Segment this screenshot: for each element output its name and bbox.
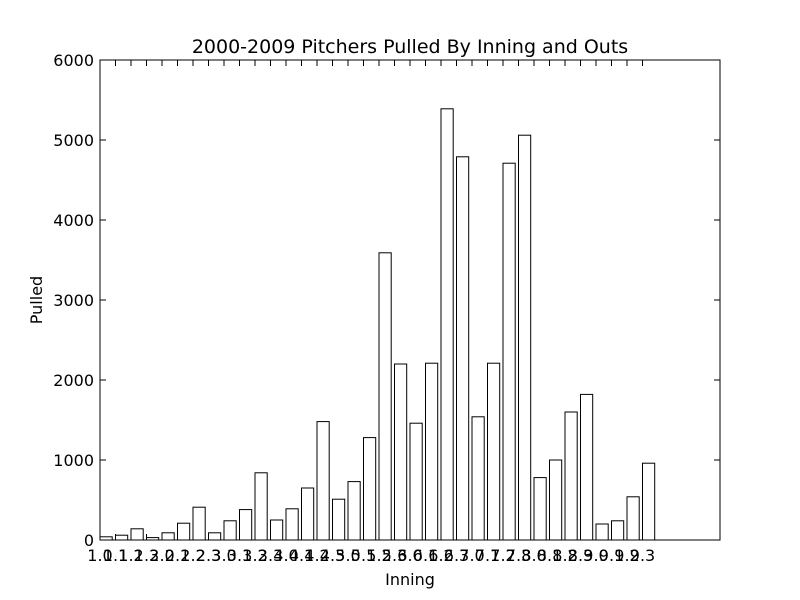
bar-3.2	[254, 472, 268, 541]
x-tick-label: 7.1	[475, 546, 500, 565]
x-tick-label: 3.2	[242, 546, 267, 565]
x-tick-label: 9.3	[630, 546, 655, 565]
x-tick-label: 6.0	[397, 546, 422, 565]
bar-2.3	[208, 532, 222, 541]
x-tick-label: 4.1	[289, 546, 314, 565]
bar-7.2	[502, 162, 516, 541]
x-tick-label: 3.1	[227, 546, 252, 565]
x-tick-label: 4.3	[320, 546, 345, 565]
x-tick-label: 1.1	[103, 546, 128, 565]
bars-group	[99, 108, 656, 541]
bar-3.1	[239, 509, 253, 541]
bar-9.1	[611, 520, 625, 541]
bar-9.0	[595, 523, 609, 541]
bar-4.1	[301, 487, 315, 541]
x-tick-label: 5.0	[335, 546, 360, 565]
y-tick-label: 0	[84, 531, 94, 550]
bar-5.0	[347, 481, 361, 541]
bar-9.3	[642, 462, 656, 541]
x-tick-label: 7.2	[490, 546, 515, 565]
x-tick-label: 3.0	[211, 546, 236, 565]
bar-8.1	[549, 459, 563, 541]
bar-5.2	[378, 252, 392, 541]
x-tick-label: 9.0	[583, 546, 608, 565]
bar-7.3	[518, 134, 532, 541]
x-tick-label: 7.0	[459, 546, 484, 565]
x-tick-label: 6.3	[444, 546, 469, 565]
bar-4.0	[285, 508, 299, 541]
x-tick-label: 4.2	[304, 546, 329, 565]
x-tick-label: 1.3	[134, 546, 159, 565]
bar-1.1	[115, 534, 129, 541]
x-tick-label: 6.1	[413, 546, 438, 565]
bar-3.3	[270, 519, 284, 541]
x-tick-label: 5.1	[351, 546, 376, 565]
x-tick-label: 8.1	[537, 546, 562, 565]
y-tick-label: 2000	[53, 371, 94, 390]
bar-2.2	[192, 506, 206, 541]
bar-6.2	[440, 108, 454, 541]
bar-4.2	[316, 421, 330, 541]
x-tick-label: 5.3	[382, 546, 407, 565]
y-tick-label: 4000	[53, 211, 94, 230]
y-tick-label: 1000	[53, 451, 94, 470]
bar-4.3	[332, 498, 346, 541]
bar-3.0	[223, 520, 237, 541]
x-tick-label: 2.3	[196, 546, 221, 565]
bar-1.2	[130, 528, 144, 541]
x-tick-label: 1.0	[87, 546, 112, 565]
x-tick-label: 3.3	[258, 546, 283, 565]
x-tick-label: 9.2	[614, 546, 639, 565]
x-tick-label: 1.2	[118, 546, 143, 565]
x-tick-label: 2.2	[180, 546, 205, 565]
x-tick-label: 6.2	[428, 546, 453, 565]
bar-6.0	[409, 422, 423, 541]
bar-8.2	[564, 411, 578, 541]
bar-2.0	[161, 532, 175, 541]
x-tick-label: 7.3	[506, 546, 531, 565]
y-axis-label: Pulled	[27, 276, 46, 324]
x-tick-label: 8.0	[521, 546, 546, 565]
x-tick-label: 2.1	[165, 546, 190, 565]
y-tick-label: 3000	[53, 291, 94, 310]
y-tick-label: 6000	[53, 51, 94, 70]
bar-8.3	[580, 393, 594, 541]
bar-9.2	[626, 496, 640, 541]
bar-5.3	[394, 363, 408, 541]
bar-2.1	[177, 522, 191, 541]
bar-7.0	[471, 416, 485, 541]
x-tick-label: 8.2	[552, 546, 577, 565]
y-tick-label: 5000	[53, 131, 94, 150]
x-tick-label: 9.1	[599, 546, 624, 565]
x-axis-label: Inning	[385, 570, 435, 589]
bar-6.3	[456, 156, 470, 541]
bar-7.1	[487, 362, 501, 541]
bar-5.1	[363, 437, 377, 541]
x-tick-label: 5.2	[366, 546, 391, 565]
x-tick-label: 8.3	[568, 546, 593, 565]
x-axis: 1.01.11.21.32.02.12.22.33.03.13.23.34.04…	[87, 60, 655, 565]
bar-8.0	[533, 477, 547, 541]
y-axis: 0 1000 2000 3000 4000 5000 6000	[53, 51, 720, 550]
chart-title: 2000-2009 Pitchers Pulled By Inning and …	[192, 36, 628, 58]
x-tick-label: 4.0	[273, 546, 298, 565]
x-tick-label: 2.0	[149, 546, 174, 565]
bar-6.1	[425, 362, 439, 541]
